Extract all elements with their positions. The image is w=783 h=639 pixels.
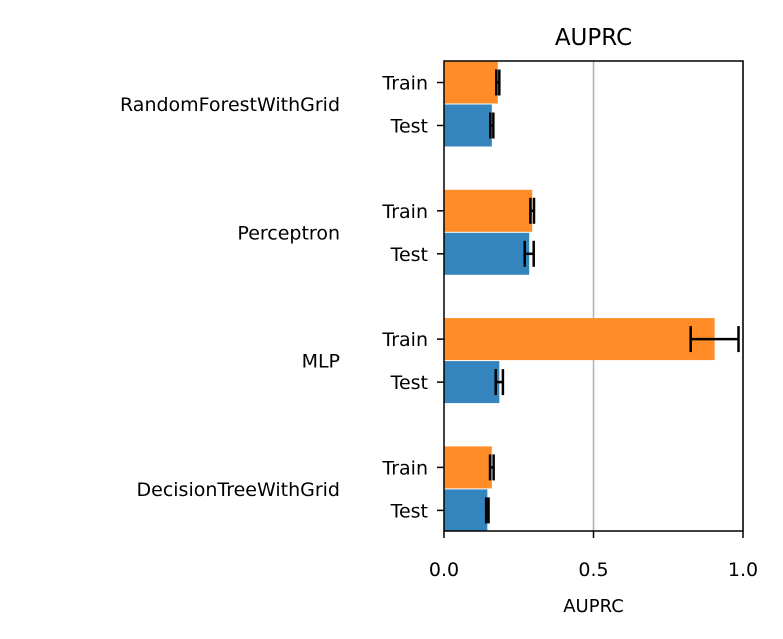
bar-perceptron-test xyxy=(444,232,530,275)
labels-layer: 0.0 0.5 1.0 Train Test RandomForestWithGrid Tr… xyxy=(120,73,758,582)
x-tick-label: 0.0 xyxy=(429,559,459,581)
error-bar-decisiontreewithgrid-test xyxy=(484,497,490,524)
error-bars-layer xyxy=(484,69,740,524)
model-label-randomforestwithgrid: RandomForestWithGrid xyxy=(120,94,340,116)
error-bar-perceptron-test xyxy=(523,240,535,267)
bar-mlp-test xyxy=(444,361,500,404)
model-label-perceptron: Perceptron xyxy=(237,222,340,244)
bars-layer xyxy=(444,61,715,532)
error-bar-mlp-test xyxy=(494,369,505,396)
y-tick-label-train: Train xyxy=(381,73,428,95)
error-bar-randomforestwithgrid-train xyxy=(495,69,501,96)
error-bar-randomforestwithgrid-test xyxy=(489,112,495,139)
model-label-decisiontreewithgrid: DecisionTreeWithGrid xyxy=(137,479,341,501)
bar-randomforestwithgrid-test xyxy=(444,104,492,147)
error-bar-mlp-train xyxy=(689,326,740,353)
bar-perceptron-train xyxy=(444,189,533,232)
y-tick-label-test: Test xyxy=(390,372,428,394)
grid-layer xyxy=(592,61,744,531)
y-tick-label-train: Train xyxy=(381,329,428,351)
error-bar-decisiontreewithgrid-train xyxy=(488,454,495,481)
error-bar-perceptron-train xyxy=(529,197,536,224)
model-label-mlp: MLP xyxy=(302,351,340,373)
x-axis-label: AUPRC xyxy=(563,596,624,617)
bar-randomforestwithgrid-train xyxy=(444,61,498,104)
y-tick-label-test: Test xyxy=(390,116,428,138)
bar-decisiontreewithgrid-train xyxy=(444,446,492,489)
y-tick-label-test: Test xyxy=(390,244,428,266)
y-tick-label-train: Train xyxy=(381,457,428,479)
bar-decisiontreewithgrid-test xyxy=(444,489,488,532)
y-tick-label-test: Test xyxy=(390,500,428,522)
bar-mlp-train xyxy=(444,318,715,361)
chart-title: AUPRC xyxy=(555,25,632,51)
x-tick-label: 1.0 xyxy=(728,559,758,581)
x-tick-label: 0.5 xyxy=(578,559,608,581)
y-tick-label-train: Train xyxy=(381,201,428,223)
